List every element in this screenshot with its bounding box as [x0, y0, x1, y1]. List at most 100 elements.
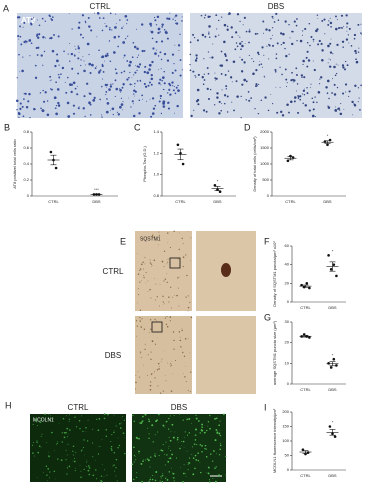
- texture-dot: [275, 53, 278, 55]
- texture-dot: [57, 101, 60, 105]
- texture-dot: [22, 26, 24, 28]
- texture-dot: [190, 114, 193, 118]
- texture-dot: [162, 301, 164, 303]
- texture-dot: [91, 63, 94, 67]
- texture-dot: [117, 113, 120, 116]
- texture-dot: [121, 86, 124, 89]
- texture-dot: [51, 16, 54, 18]
- texture-dot: [340, 26, 342, 29]
- texture-dot: [219, 442, 221, 444]
- texture-dot: [16, 77, 18, 79]
- texture-dot: [49, 15, 52, 17]
- texture-dot: [284, 47, 286, 50]
- texture-dot: [169, 246, 171, 249]
- texture-dot: [106, 98, 108, 100]
- texture-dot: [240, 95, 242, 98]
- texture-dot: [71, 28, 73, 30]
- texture-dot: [190, 371, 192, 373]
- texture-dot: [155, 283, 157, 285]
- texture-dot: [186, 274, 188, 277]
- texture-dot: [245, 80, 248, 83]
- texture-dot: [181, 445, 182, 446]
- texture-dot: [150, 30, 154, 34]
- texture-dot: [18, 53, 20, 56]
- texture-dot: [192, 33, 195, 36]
- texture-dot: [136, 56, 138, 58]
- texture-dot: [179, 336, 181, 338]
- texture-dot: [120, 103, 124, 106]
- texture-dot: [162, 304, 164, 305]
- y-axis-label: AT8 positive/ total cells ratio: [12, 138, 17, 188]
- texture-dot: [77, 57, 80, 60]
- texture-dot: [201, 450, 203, 453]
- y-tick-label: 200: [282, 409, 289, 414]
- texture-dot: [219, 444, 222, 447]
- texture-dot: [163, 29, 166, 31]
- texture-dot: [282, 41, 285, 45]
- texture-dot: [19, 71, 20, 73]
- texture-dot: [128, 76, 130, 79]
- texture-dot: [295, 24, 298, 27]
- texture-dot: [132, 414, 134, 416]
- texture-dot: [40, 447, 42, 449]
- texture-dot: [219, 434, 222, 437]
- texture-dot: [165, 380, 167, 382]
- texture-dot: [171, 453, 173, 456]
- texture-dot: [205, 448, 208, 450]
- texture-dot: [171, 81, 174, 84]
- texture-dot: [39, 92, 42, 94]
- texture-dot: [157, 31, 160, 35]
- texture-dot: [55, 112, 58, 116]
- texture-dot: [338, 109, 341, 111]
- texture-dot: [151, 265, 152, 267]
- texture-dot: [263, 75, 265, 78]
- texture-dot: [239, 56, 241, 58]
- texture-dot: [76, 93, 79, 96]
- texture-dot: [163, 82, 166, 85]
- texture-dot: [51, 88, 53, 91]
- texture-dot: [30, 18, 33, 21]
- texture-dot: [135, 64, 136, 66]
- texture-dot: [25, 42, 27, 44]
- texture-dot: [119, 105, 122, 109]
- data-point: [328, 425, 332, 428]
- texture-dot: [312, 108, 315, 111]
- texture-dot: [306, 87, 308, 89]
- texture-dot: [49, 414, 51, 416]
- texture-dot: [165, 477, 167, 479]
- texture-dot: [120, 71, 123, 74]
- texture-dot: [211, 56, 214, 59]
- texture-dot: [159, 78, 162, 81]
- texture-dot: [69, 60, 71, 62]
- texture-dot: [243, 61, 246, 64]
- texture-dot: [234, 48, 237, 51]
- texture-dot: [158, 368, 160, 370]
- texture-dot: [160, 475, 162, 477]
- texture-dot: [144, 348, 146, 351]
- texture-dot: [58, 76, 61, 79]
- texture-dot: [154, 455, 156, 457]
- texture-dot: [167, 92, 169, 94]
- y-tick-label: 60: [285, 243, 290, 248]
- texture-dot: [114, 414, 116, 416]
- texture-dot: [158, 454, 160, 457]
- texture-dot: [218, 19, 220, 22]
- texture-dot: [110, 447, 112, 450]
- texture-dot: [154, 278, 156, 279]
- texture-dot: [252, 72, 255, 76]
- texture-dot: [216, 92, 219, 95]
- texture-dot: [209, 427, 211, 430]
- texture-dot: [297, 97, 300, 100]
- texture-dot: [144, 85, 148, 88]
- micrograph-ctrl: [30, 414, 126, 482]
- texture-dot: [150, 381, 152, 383]
- texture-dot: [150, 328, 152, 330]
- texture-dot: [297, 95, 300, 98]
- texture-dot: [48, 477, 50, 479]
- texture-dot: [100, 445, 101, 447]
- texture-dot: [140, 263, 143, 266]
- texture-dot: [183, 437, 185, 438]
- texture-dot: [174, 69, 177, 72]
- texture-dot: [139, 309, 142, 312]
- texture-dot: [160, 477, 162, 479]
